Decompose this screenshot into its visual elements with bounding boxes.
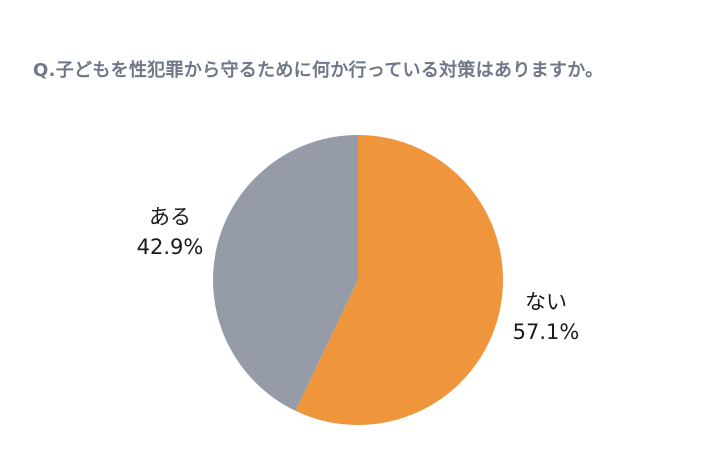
label-aru-percent: 42.9%	[136, 235, 204, 259]
label-nai-percent: 57.1%	[512, 320, 580, 344]
label-nai: ない 57.1%	[506, 287, 586, 347]
label-nai-name: ない	[525, 290, 567, 314]
pie-slice-nai	[295, 135, 503, 426]
label-aru: ある 42.9%	[130, 202, 210, 262]
chart-title: Q.子どもを性犯罪から守るために何か行っている対策はありますか。	[33, 60, 604, 81]
label-aru-name: ある	[149, 205, 191, 229]
pie-slice-aru	[213, 135, 358, 411]
